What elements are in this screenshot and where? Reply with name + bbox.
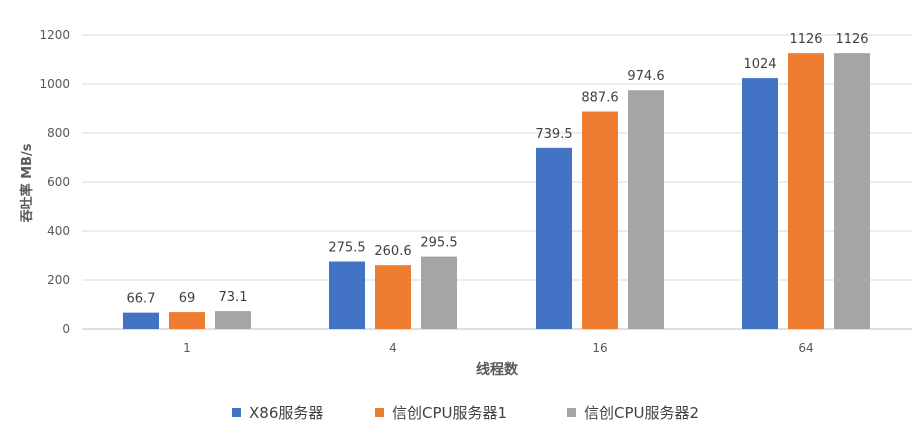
bar <box>329 261 365 329</box>
gridlines <box>82 34 912 330</box>
data-label: 73.1 <box>219 290 248 305</box>
bar <box>215 311 251 329</box>
data-label: 887.6 <box>581 91 618 106</box>
bar <box>123 312 159 329</box>
y-tick-label: 800 <box>47 126 70 140</box>
legend-swatch <box>567 408 576 417</box>
legend-label: X86服务器 <box>249 404 323 422</box>
x-tick-label: 1 <box>183 341 191 355</box>
bar <box>582 111 618 330</box>
data-label: 69 <box>179 291 196 306</box>
y-tick-label: 400 <box>47 224 70 238</box>
data-label: 1126 <box>835 32 868 47</box>
data-label: 260.6 <box>374 244 411 259</box>
bar <box>628 90 664 330</box>
data-label: 1024 <box>743 57 776 72</box>
y-axis-title: 吞吐率 MB/s <box>19 143 35 222</box>
y-tick-label: 1200 <box>39 28 70 42</box>
bar <box>169 312 205 329</box>
legend-label: 信创CPU服务器2 <box>584 404 699 422</box>
x-tick-label: 64 <box>798 341 813 355</box>
legend: X86服务器 信创CPU服务器1 信创CPU服务器2 <box>232 404 699 422</box>
bar <box>536 147 572 329</box>
bars <box>123 53 870 330</box>
y-tick-label: 1000 <box>39 77 70 91</box>
bar <box>421 256 457 329</box>
bar <box>788 53 824 329</box>
legend-swatch <box>232 408 241 417</box>
legend-label: 信创CPU服务器1 <box>392 404 507 422</box>
x-axis-title: 线程数 <box>476 361 519 378</box>
x-tick-label: 16 <box>592 341 607 355</box>
y-tick-label: 200 <box>47 273 70 287</box>
x-axis-ticks: 1 4 16 64 <box>183 341 813 355</box>
data-label: 275.5 <box>328 241 365 256</box>
data-label: 66.7 <box>127 292 156 307</box>
bar <box>834 53 870 329</box>
bar <box>742 78 778 330</box>
bar <box>375 265 411 329</box>
y-tick-label: 600 <box>47 175 70 189</box>
data-label: 295.5 <box>420 236 457 251</box>
data-label: 739.5 <box>535 127 572 142</box>
data-label: 1126 <box>789 32 822 47</box>
y-axis-ticks: 0 200 400 600 800 1000 1200 <box>39 28 70 336</box>
legend-swatch <box>375 408 384 417</box>
data-label: 974.6 <box>627 69 664 84</box>
x-tick-label: 4 <box>389 341 397 355</box>
y-tick-label: 0 <box>62 322 70 336</box>
data-labels: 66.7 275.5 739.5 1024 69 260.6 887.6 1126 73.1 29… <box>127 32 869 307</box>
